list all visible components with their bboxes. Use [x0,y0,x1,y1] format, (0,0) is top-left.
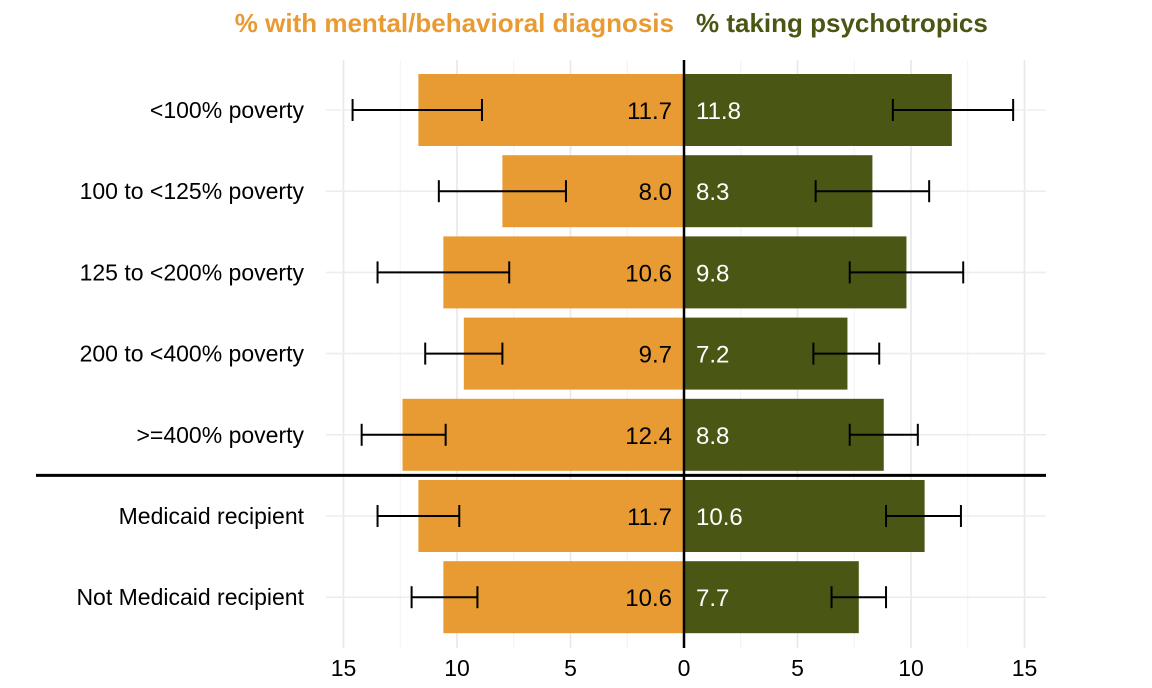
value-label-diagnosis: 9.7 [639,342,672,369]
x-axis-ticks: 15 10 5 0 5 10 15 [331,655,1038,681]
labels: 11.7 11.8 <100% poverty 8.0 8.3 100 to <125% … [76,97,742,612]
category-label: <100% poverty [150,97,305,123]
x-tick-label: 15 [331,655,357,681]
errorbar-diagnosis [376,505,461,527]
value-label-psychotropics: 9.8 [696,260,729,287]
value-label-psychotropics: 11.8 [696,98,741,125]
x-tick-label: 5 [791,655,804,681]
category-label: Not Medicaid recipient [76,584,304,610]
x-tick-label: 0 [678,655,691,681]
x-tick-label: 15 [1012,655,1038,681]
value-label-psychotropics: 8.8 [696,423,729,450]
errorbar-diagnosis [351,99,483,121]
value-label-diagnosis: 10.6 [625,585,672,612]
value-label-psychotropics: 8.3 [696,179,729,206]
value-label-diagnosis: 11.7 [627,504,672,531]
value-label-diagnosis: 11.7 [627,98,672,125]
right-series-title: % taking psychotropics [696,8,988,38]
bar-psychotropics [684,561,859,634]
bars [402,74,952,634]
bar-diagnosis [418,480,684,552]
value-label-psychotropics: 10.6 [696,504,743,531]
errorbar-psychotropics [848,261,965,284]
value-label-psychotropics: 7.7 [696,585,729,612]
category-label: Medicaid recipient [119,503,305,529]
errorbar-diagnosis [424,342,504,365]
errorbar-diagnosis [410,586,479,609]
x-tick-label: 5 [564,655,577,681]
errorbar-psychotropics [812,342,881,365]
errorbar-psychotropics [885,505,962,527]
errorbar-diagnosis [360,423,447,446]
category-label: 100 to <125% poverty [80,178,305,204]
errorbar-psychotropics [848,423,919,446]
x-tick-label: 10 [898,655,924,681]
value-label-psychotropics: 7.2 [696,342,729,369]
errorbar-diagnosis [376,261,511,284]
x-tick-label: 10 [444,655,470,681]
value-label-diagnosis: 10.6 [625,260,672,287]
plot-area: 11.7 11.8 <100% poverty 8.0 8.3 100 to <125% … [36,60,1046,681]
bar-diagnosis [402,398,684,471]
value-label-diagnosis: 8.0 [639,179,672,206]
value-label-diagnosis: 12.4 [625,423,672,450]
bar-diagnosis [443,561,684,634]
errorbar-psychotropics [830,586,888,609]
errorbar-psychotropics [891,99,1015,121]
errorbar-psychotropics [814,180,931,203]
errorbar-diagnosis [437,180,567,203]
category-label: 200 to <400% poverty [80,341,305,367]
category-label: 125 to <200% poverty [80,259,305,285]
category-label: >=400% poverty [136,422,304,448]
bar-psychotropics [684,480,925,552]
error-bars [351,99,1015,609]
left-series-title: % with mental/behavioral diagnosis [235,8,674,38]
